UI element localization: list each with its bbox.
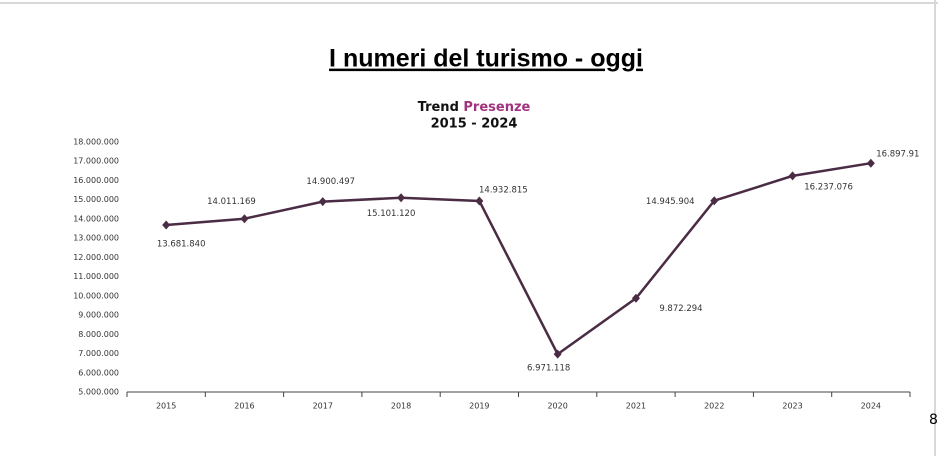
chart-subtitle: 2015 - 2024 xyxy=(431,117,518,132)
marker xyxy=(475,196,484,206)
value-label: 14.945.904 xyxy=(646,197,695,207)
x-tick-label: 2024 xyxy=(861,402,881,411)
y-tick-label: 10.000.000 xyxy=(73,291,119,300)
y-tick-label: 11.000.000 xyxy=(73,272,119,281)
x-tick-label: 2023 xyxy=(782,402,802,411)
marker xyxy=(866,158,875,168)
y-tick-label: 18.000.000 xyxy=(73,138,119,147)
value-label: 14.011.169 xyxy=(207,197,256,207)
marker xyxy=(162,220,171,230)
value-label: 16.237.076 xyxy=(804,182,853,192)
slide-title: I numeri del turismo - oggi xyxy=(329,45,643,73)
marker xyxy=(397,193,406,203)
marker xyxy=(553,349,562,359)
page-number: 8 xyxy=(929,412,938,428)
y-tick-label: 6.000.000 xyxy=(78,368,119,377)
x-tick-label: 2018 xyxy=(391,402,411,411)
y-tick-label: 14.000.000 xyxy=(73,214,119,223)
y-tick-label: 9.000.000 xyxy=(78,311,119,320)
x-tick-label: 2020 xyxy=(547,402,567,411)
y-tick-label: 16.000.000 xyxy=(73,176,119,185)
chart-title-text: Trend xyxy=(418,100,459,115)
value-label: 13.681.840 xyxy=(157,240,206,250)
marker xyxy=(240,214,249,224)
marker xyxy=(631,293,640,303)
value-label: 9.872.294 xyxy=(659,304,702,314)
y-tick-label: 8.000.000 xyxy=(78,330,119,339)
value-label: 14.932.815 xyxy=(479,185,528,195)
x-tick-label: 2021 xyxy=(626,402,646,411)
x-tick-label: 2019 xyxy=(469,402,489,411)
marker xyxy=(710,196,719,206)
y-tick-label: 13.000.000 xyxy=(73,234,119,243)
marker xyxy=(788,171,797,181)
y-tick-label: 5.000.000 xyxy=(78,388,119,397)
y-tick-label: 17.000.000 xyxy=(73,157,119,166)
x-tick-label: 2016 xyxy=(234,402,254,411)
y-tick-label: 7.000.000 xyxy=(78,349,119,358)
marker xyxy=(318,197,327,207)
y-tick-label: 12.000.000 xyxy=(73,253,119,262)
x-tick-label: 2017 xyxy=(313,402,333,411)
value-label: 6.971.118 xyxy=(527,364,570,374)
x-tick-label: 2022 xyxy=(704,402,724,411)
value-label: 14.900.497 xyxy=(306,177,355,187)
chart-title-highlight: Presenze xyxy=(463,100,530,115)
chart-title: Trend Presenze xyxy=(418,100,531,115)
x-tick-label: 2015 xyxy=(156,402,176,411)
line xyxy=(166,161,872,356)
y-tick-label: 15.000.000 xyxy=(73,195,119,204)
value-label: 15.101.120 xyxy=(367,209,416,219)
value-label: 16.897.91 xyxy=(876,150,919,160)
